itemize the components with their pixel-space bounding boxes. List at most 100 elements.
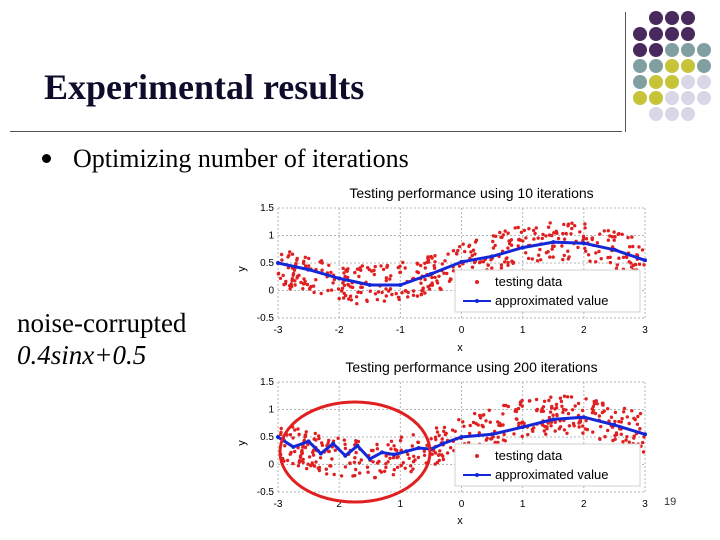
data-point [389, 274, 393, 278]
data-point [396, 455, 400, 459]
data-point [372, 272, 376, 277]
data-point [499, 266, 504, 270]
data-point [389, 447, 393, 451]
data-point [490, 437, 494, 441]
data-point [356, 439, 361, 444]
data-point [285, 458, 290, 463]
data-point [553, 429, 557, 433]
data-point [381, 267, 386, 272]
data-point [388, 277, 392, 281]
data-point [486, 263, 490, 267]
data-point [415, 294, 420, 298]
y-tick-label: -0.5 [257, 313, 275, 324]
data-point [380, 290, 384, 295]
data-point [540, 407, 544, 411]
data-point [409, 469, 413, 474]
y-axis-label: y [236, 440, 248, 446]
data-point [630, 409, 634, 413]
data-point [561, 257, 565, 262]
data-point [344, 293, 348, 298]
y-tick-label: 1.5 [260, 203, 274, 214]
data-point [627, 440, 631, 444]
data-point [594, 260, 598, 264]
x-axis-label: x [457, 515, 463, 527]
data-point [496, 435, 500, 439]
data-point [547, 415, 552, 420]
data-point [478, 413, 482, 418]
data-point [299, 280, 303, 285]
data-point [314, 278, 318, 282]
x-tick-label: 1 [520, 325, 526, 336]
data-point [426, 255, 430, 259]
line-point [276, 261, 280, 265]
data-point [641, 450, 646, 454]
data-point [343, 274, 347, 279]
data-point [432, 266, 437, 270]
data-point [584, 237, 589, 241]
data-point [434, 426, 439, 430]
data-point [576, 401, 581, 406]
data-point [599, 424, 603, 429]
data-point [473, 252, 477, 256]
data-point [430, 256, 434, 260]
data-point [497, 423, 501, 427]
data-point [501, 423, 505, 427]
data-point [561, 410, 565, 415]
data-point [615, 263, 619, 267]
data-point [504, 403, 508, 408]
data-point [314, 460, 318, 464]
data-point [549, 424, 553, 428]
data-point [412, 454, 416, 458]
data-point [570, 226, 574, 231]
data-point [570, 408, 575, 412]
data-point [473, 411, 477, 416]
data-point [541, 232, 545, 237]
data-point [581, 424, 585, 428]
data-point [384, 462, 388, 466]
data-point [622, 410, 626, 414]
data-point [437, 433, 441, 438]
data-point [491, 246, 496, 250]
data-point [524, 236, 528, 240]
legend-scatter-marker [475, 454, 479, 458]
data-point [357, 461, 362, 465]
y-tick-label: 1.5 [260, 377, 274, 388]
data-point [532, 237, 536, 241]
data-point [406, 290, 410, 295]
line-point [380, 450, 384, 455]
x-tick-label: 2 [581, 325, 587, 336]
data-point [384, 465, 388, 470]
data-point [304, 430, 308, 434]
chart-2: -3 2 1 0 1 2 3 -0.5 0 0.5 1 1.5 Testing performance … [236, 359, 648, 527]
y-tick-label: 1 [268, 231, 274, 242]
y-tick-label: 0.5 [260, 432, 274, 443]
data-point [627, 421, 631, 426]
data-point [342, 271, 346, 275]
line-point [416, 446, 421, 450]
x-tick-label: 1 [520, 499, 526, 510]
data-point [295, 274, 300, 279]
line-point [490, 254, 495, 259]
data-point [468, 423, 472, 428]
data-point [351, 474, 355, 478]
data-point [539, 258, 543, 262]
data-point [581, 431, 585, 435]
data-point [499, 235, 503, 239]
data-point [565, 431, 569, 435]
y-axis-label: y [236, 266, 248, 272]
line-point [520, 245, 525, 250]
data-point [551, 413, 555, 417]
line-point [441, 441, 446, 446]
data-point [470, 253, 474, 258]
data-point [435, 430, 440, 434]
data-point [518, 400, 523, 404]
data-point [411, 289, 416, 293]
data-point [519, 230, 524, 234]
data-point [311, 453, 316, 457]
data-point [347, 297, 351, 301]
data-point [516, 244, 520, 248]
data-point [301, 282, 306, 286]
data-point [526, 432, 530, 437]
data-point [336, 436, 340, 440]
data-point [513, 226, 517, 230]
